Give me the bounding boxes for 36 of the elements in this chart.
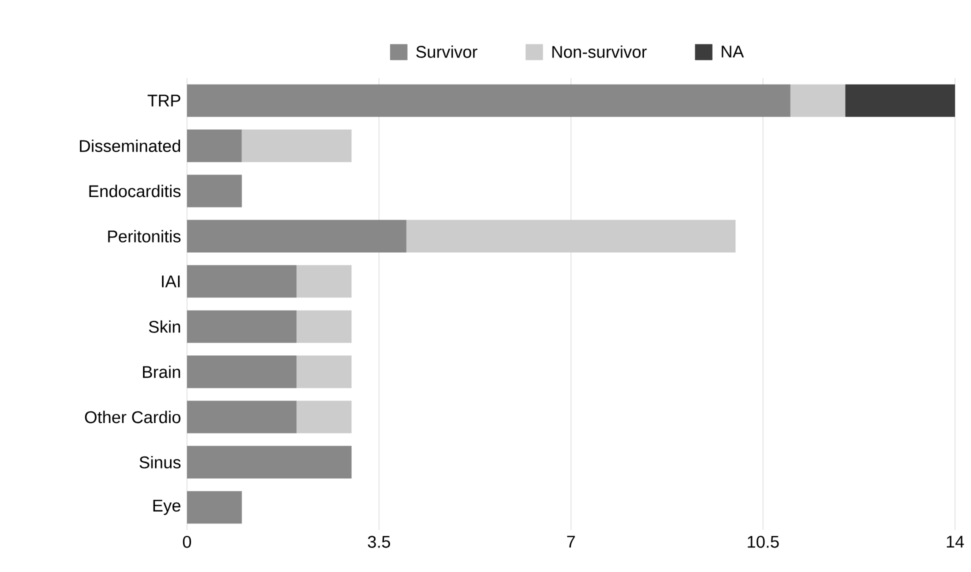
bar	[187, 446, 352, 478]
bar	[187, 265, 297, 298]
y-tick-label: Brain	[143, 366, 180, 378]
bar	[296, 310, 352, 343]
bar	[187, 174, 242, 208]
x-tick-label: 14	[946, 536, 964, 548]
y-tick-label: IAI	[162, 276, 180, 288]
y-tick-label: Endocarditis	[89, 184, 181, 198]
y-tick-label: Skin	[148, 320, 180, 333]
y-tick-label: Eye	[153, 500, 180, 515]
bar	[406, 220, 736, 252]
bar	[790, 84, 846, 117]
bar	[296, 265, 352, 298]
x-tick-label: 0	[182, 536, 192, 548]
legend-label: Survivor	[416, 45, 478, 58]
y-tick-label: Sinus	[140, 456, 181, 468]
x-tick-label: 7	[567, 536, 575, 548]
bar	[187, 400, 297, 434]
y-tick-label: Peritonitis	[108, 230, 181, 242]
bar	[296, 356, 352, 388]
legend-label: NA	[722, 46, 744, 58]
bar	[242, 130, 352, 162]
bar	[187, 310, 297, 343]
y-tick-label: Disseminated	[80, 140, 180, 152]
bar	[187, 356, 297, 388]
bar	[187, 130, 242, 162]
x-tick-label: 3.5	[368, 536, 390, 548]
bar	[187, 491, 242, 524]
y-tick-label: TRP	[148, 94, 180, 106]
bar	[845, 84, 956, 117]
legend-label: Non-survivor	[552, 45, 647, 58]
x-tick-label: 10.5	[748, 536, 779, 548]
bar	[187, 84, 790, 117]
bar	[187, 220, 406, 252]
bar	[296, 400, 352, 434]
y-tick-label: Other Cardio	[85, 410, 180, 424]
